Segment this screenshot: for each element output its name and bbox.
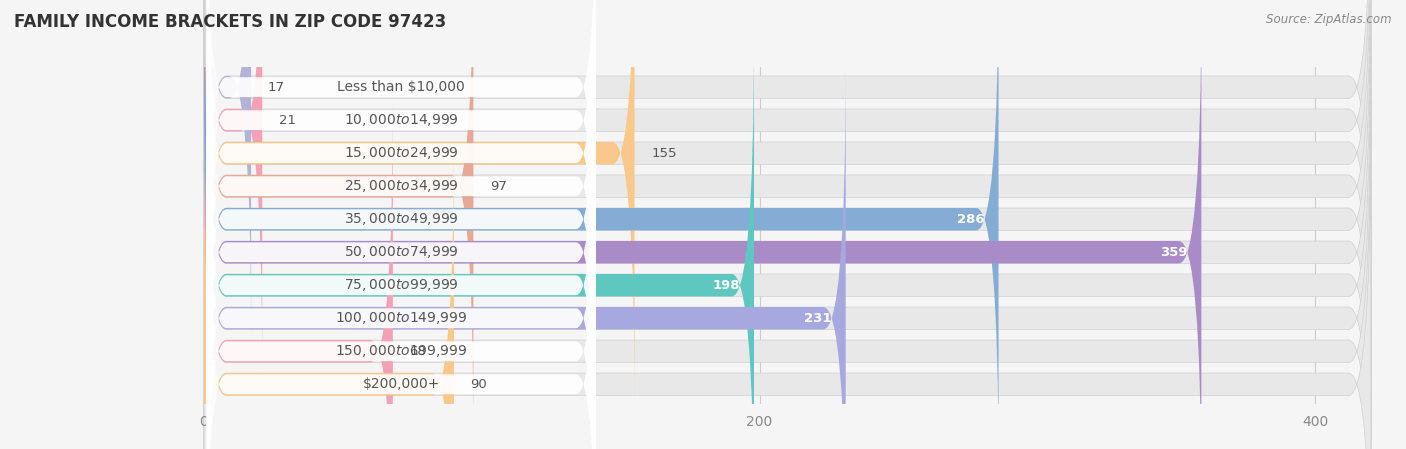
- Text: 90: 90: [471, 378, 488, 391]
- FancyBboxPatch shape: [204, 98, 1371, 449]
- Text: $15,000 to $24,999: $15,000 to $24,999: [343, 145, 458, 161]
- FancyBboxPatch shape: [207, 31, 596, 449]
- FancyBboxPatch shape: [207, 0, 596, 341]
- Text: Source: ZipAtlas.com: Source: ZipAtlas.com: [1267, 13, 1392, 26]
- FancyBboxPatch shape: [207, 130, 596, 449]
- Text: $50,000 to $74,999: $50,000 to $74,999: [343, 244, 458, 260]
- Text: 21: 21: [278, 114, 295, 127]
- FancyBboxPatch shape: [204, 0, 634, 406]
- FancyBboxPatch shape: [204, 32, 754, 449]
- FancyBboxPatch shape: [207, 97, 596, 449]
- FancyBboxPatch shape: [204, 66, 1371, 449]
- Text: $10,000 to $14,999: $10,000 to $14,999: [343, 112, 458, 128]
- Text: 231: 231: [804, 312, 832, 325]
- Text: $75,000 to $99,999: $75,000 to $99,999: [343, 277, 458, 293]
- Text: Less than $10,000: Less than $10,000: [337, 80, 465, 94]
- FancyBboxPatch shape: [207, 0, 596, 374]
- FancyBboxPatch shape: [204, 32, 1371, 449]
- FancyBboxPatch shape: [207, 64, 596, 449]
- FancyBboxPatch shape: [204, 98, 392, 449]
- FancyBboxPatch shape: [204, 66, 846, 449]
- Text: 286: 286: [957, 213, 984, 226]
- FancyBboxPatch shape: [204, 0, 1201, 449]
- Text: $200,000+: $200,000+: [363, 377, 440, 391]
- Text: 17: 17: [267, 81, 285, 94]
- FancyBboxPatch shape: [204, 0, 474, 439]
- Text: $25,000 to $34,999: $25,000 to $34,999: [343, 178, 458, 194]
- FancyBboxPatch shape: [204, 132, 1371, 449]
- FancyBboxPatch shape: [204, 0, 1371, 449]
- FancyBboxPatch shape: [204, 0, 262, 373]
- Text: 68: 68: [409, 345, 426, 358]
- FancyBboxPatch shape: [204, 0, 1371, 449]
- FancyBboxPatch shape: [207, 0, 596, 407]
- Text: $35,000 to $49,999: $35,000 to $49,999: [343, 211, 458, 227]
- FancyBboxPatch shape: [204, 0, 998, 449]
- FancyBboxPatch shape: [204, 0, 1371, 406]
- FancyBboxPatch shape: [204, 0, 1371, 373]
- FancyBboxPatch shape: [204, 0, 1371, 439]
- FancyBboxPatch shape: [204, 0, 252, 340]
- FancyBboxPatch shape: [204, 0, 1371, 340]
- Text: 359: 359: [1160, 246, 1188, 259]
- FancyBboxPatch shape: [207, 0, 596, 440]
- Text: 198: 198: [713, 279, 740, 292]
- FancyBboxPatch shape: [204, 132, 454, 449]
- Text: $150,000 to $199,999: $150,000 to $199,999: [335, 343, 467, 359]
- Text: 97: 97: [491, 180, 508, 193]
- Text: $100,000 to $149,999: $100,000 to $149,999: [335, 310, 467, 326]
- FancyBboxPatch shape: [207, 163, 596, 449]
- Text: 155: 155: [651, 147, 676, 160]
- FancyBboxPatch shape: [207, 0, 596, 308]
- Text: FAMILY INCOME BRACKETS IN ZIP CODE 97423: FAMILY INCOME BRACKETS IN ZIP CODE 97423: [14, 13, 446, 31]
